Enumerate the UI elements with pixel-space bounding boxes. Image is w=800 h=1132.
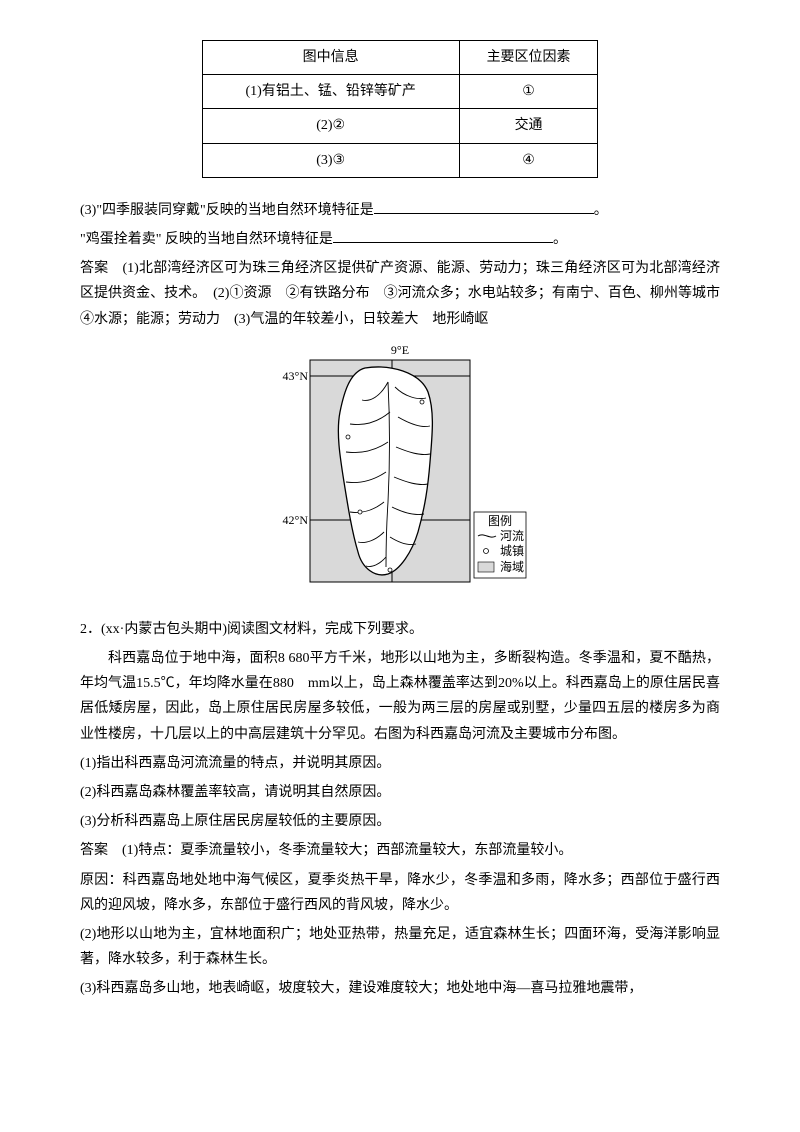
answer-2-reason: 原因：科西嘉岛地处地中海气候区，夏季炎热干旱，降水少，冬季温和多雨，降水多；西部…: [80, 868, 720, 918]
table-row: (2)② 交通: [202, 109, 598, 143]
corsica-map-svg: 9°E 43°N 42°N: [270, 342, 530, 602]
legend-title: 图例: [488, 514, 512, 528]
legend-town: 城镇: [500, 544, 524, 558]
question-3-line1: (3)"四季服装同穿戴"反映的当地自然环境特征是 。: [80, 198, 720, 223]
document-page: 图中信息 主要区位因素 (1)有铝土、锰、铅锌等矿产 ① (2)② 交通 (3)…: [0, 0, 800, 1132]
question-2-sub2: (2)科西嘉岛森林覆盖率较高，请说明其自然原因。: [80, 780, 720, 805]
lat-label-43: 43°N: [283, 369, 309, 383]
question-2-header: 2．(xx·内蒙古包头期中)阅读图文材料，完成下列要求。: [80, 617, 720, 642]
legend-river: 河流: [500, 529, 524, 543]
question-2-sub3: (3)分析科西嘉岛上原住居民房屋较低的主要原因。: [80, 809, 720, 834]
question-2-sub1: (1)指出科西嘉岛河流流量的特点，并说明其原因。: [80, 751, 720, 776]
q3-prefix-1: (3)"四季服装同穿戴"反映的当地自然环境特征是: [80, 203, 374, 218]
q3-prefix-2: "鸡蛋拴着卖" 反映的当地自然环境特征是: [80, 232, 333, 247]
question-2-intro: 科西嘉岛位于地中海，面积8 680平方千米，地形以山地为主，多断裂构造。冬季温和…: [80, 646, 720, 747]
table-cell: 交通: [459, 109, 598, 143]
table-cell: (1)有铝土、锰、铅锌等矿产: [202, 75, 459, 109]
map-legend: 图例 河流 城镇 海域: [474, 512, 526, 578]
answer-2-part3: (3)科西嘉岛多山地，地表崎岖，坡度较大，建设难度较大；地处地中海—喜马拉雅地震…: [80, 976, 720, 1001]
q3-suffix-1: 。: [594, 203, 608, 218]
answer-2-intro: 答案 (1)特点：夏季流量较小，冬季流量较大；西部流量较大，东部流量较小。: [80, 838, 720, 863]
answer-block-1: 答案 (1)北部湾经济区可为珠三角经济区提供矿产资源、能源、劳动力；珠三角经济区…: [80, 256, 720, 332]
table-cell: ①: [459, 75, 598, 109]
legend-sea: 海域: [500, 559, 524, 574]
fill-blank[interactable]: [374, 199, 594, 214]
table-cell: (2)②: [202, 109, 459, 143]
location-factors-table: 图中信息 主要区位因素 (1)有铝土、锰、铅锌等矿产 ① (2)② 交通 (3)…: [202, 40, 599, 178]
table-header-row: 图中信息 主要区位因素: [202, 41, 598, 75]
table-header-cell: 主要区位因素: [459, 41, 598, 75]
table-cell: (3)③: [202, 143, 459, 177]
q3-suffix-2: 。: [553, 232, 567, 247]
table-row: (3)③ ④: [202, 143, 598, 177]
lon-label: 9°E: [391, 343, 409, 357]
table-cell: ④: [459, 143, 598, 177]
table-row: (1)有铝土、锰、铅锌等矿产 ①: [202, 75, 598, 109]
question-3-line2: "鸡蛋拴着卖" 反映的当地自然环境特征是 。: [80, 227, 720, 252]
answer-2-part2: (2)地形以山地为主，宜林地面积广；地处亚热带，热量充足，适宜森林生长；四面环海…: [80, 922, 720, 972]
corsica-map-figure: 9°E 43°N 42°N: [80, 342, 720, 611]
table-header-cell: 图中信息: [202, 41, 459, 75]
fill-blank[interactable]: [333, 228, 553, 243]
lat-label-42: 42°N: [283, 513, 309, 527]
